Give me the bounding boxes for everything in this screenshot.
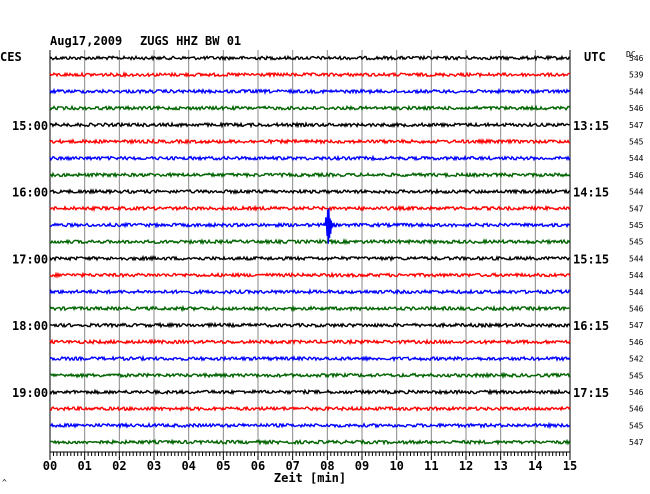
dc-offset-value: 546 [629, 388, 644, 397]
trace-row-4 [49, 104, 571, 112]
trace-row-9 [49, 187, 571, 196]
x-axis-label: Zeit [min] [274, 471, 346, 485]
x-tick-label: 14 [528, 459, 542, 473]
local-hour-label: 16:00 [12, 186, 48, 200]
x-tick-label: 10 [389, 459, 403, 473]
trace-row-24 [49, 438, 571, 446]
trace-row-18 [49, 338, 571, 346]
dc-header-label: DC [626, 50, 636, 59]
utc-hour-label: 15:15 [573, 252, 609, 266]
utc-timezone-label: UTC [584, 50, 606, 64]
dc-offset-value: 545 [629, 221, 644, 230]
trace-row-7 [49, 154, 571, 162]
local-hour-label: 18:00 [12, 319, 48, 333]
trace-row-22 [49, 405, 571, 413]
dc-offset-value: 546 [629, 104, 644, 113]
x-tick-label: 01 [77, 459, 91, 473]
trace-row-11 [49, 221, 571, 229]
dc-offset-column: 546 539 544 546 547 545 544 546 544 547 545 545 544 5… [629, 54, 644, 447]
dc-offset-value: 546 [629, 405, 644, 414]
x-tick-label: 09 [355, 459, 369, 473]
dc-offset-value: 544 [629, 271, 644, 280]
dc-offset-value: 544 [629, 87, 644, 96]
x-tick-label: 06 [251, 459, 265, 473]
station-label: ZUGS HHZ BW 01 [140, 34, 241, 48]
x-tick-label: 15 [563, 459, 577, 473]
x-axis: 00 01 02 03 04 05 06 07 08 09 10 11 12 13 14 15 [43, 451, 577, 473]
x-tick-label: 13 [493, 459, 507, 473]
trace-row-8 [49, 171, 571, 179]
trace-row-2 [49, 70, 571, 79]
dc-offset-value: 544 [629, 288, 644, 297]
dc-offset-value: 547 [629, 204, 644, 213]
x-tick-label: 03 [147, 459, 161, 473]
trace-row-15 [49, 288, 571, 296]
trace-row-23 [49, 421, 571, 430]
utc-hour-label: 17:15 [573, 386, 609, 400]
utc-hour-label: 13:15 [573, 119, 609, 133]
trace-row-13 [49, 254, 571, 262]
minute-gridlines [49, 50, 571, 452]
dc-offset-value: 544 [629, 188, 644, 197]
trace-row-20 [49, 371, 571, 380]
trace-row-17 [49, 321, 571, 329]
trace-row-16 [49, 304, 571, 313]
local-hour-label: 17:00 [12, 252, 48, 266]
dc-offset-value: 546 [629, 338, 644, 347]
utc-hour-label: 16:15 [573, 319, 609, 333]
local-hour-label: 15:00 [12, 119, 48, 133]
trace-row-12 [49, 238, 571, 246]
trace-row-10 [49, 204, 571, 213]
earthquake-spike [323, 208, 337, 244]
dc-offset-value: 547 [629, 438, 644, 447]
dc-offset-value: 545 [629, 371, 644, 380]
hour-labels: 15:00 13:15 16:00 14:15 17:00 15:15 18:00 16:15… [12, 119, 609, 400]
dc-offset-value: 544 [629, 154, 644, 163]
x-tick-label: 08 [320, 459, 334, 473]
x-tick-label: 05 [216, 459, 230, 473]
dc-offset-value: 542 [629, 355, 644, 364]
x-tick-label: 04 [181, 459, 195, 473]
trace-row-19 [49, 354, 571, 363]
dc-offset-value: 545 [629, 138, 644, 147]
x-tick-label: 02 [112, 459, 126, 473]
trace-row-21 [49, 388, 571, 396]
dc-offset-value: 547 [629, 321, 644, 330]
trace-row-14 [49, 271, 571, 279]
x-tick-label: 12 [459, 459, 473, 473]
dc-offset-value: 546 [629, 171, 644, 180]
dc-offset-value: 539 [629, 71, 644, 80]
dc-offset-value: 545 [629, 421, 644, 430]
dc-offset-value: 547 [629, 121, 644, 130]
trace-row-5 [49, 121, 571, 129]
local-timezone-label: CES [0, 50, 22, 64]
dc-offset-value: 544 [629, 254, 644, 263]
x-tick-label: 11 [424, 459, 438, 473]
x-tick-label: 00 [43, 459, 57, 473]
trace-rows [49, 54, 571, 446]
dc-offset-value: 546 [629, 305, 644, 314]
local-hour-label: 19:00 [12, 386, 48, 400]
utc-hour-label: 14:15 [573, 186, 609, 200]
trace-row-1 [49, 54, 571, 62]
dc-offset-value: 546 [629, 54, 644, 63]
trace-row-3 [49, 87, 571, 95]
date-label: Aug17,2009 [50, 34, 122, 48]
trace-row-6 [49, 138, 571, 146]
seismic-events [323, 208, 337, 244]
left-margin-mark: ^ [2, 478, 7, 487]
x-tick-label: 07 [285, 459, 299, 473]
dc-offset-value: 545 [629, 238, 644, 247]
